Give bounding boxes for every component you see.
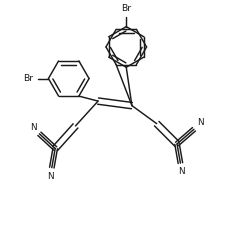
- Text: N: N: [30, 123, 37, 132]
- Text: N: N: [197, 118, 204, 128]
- Text: N: N: [178, 167, 185, 176]
- Text: Br: Br: [121, 4, 131, 13]
- Text: N: N: [47, 172, 54, 181]
- Text: Br: Br: [23, 74, 34, 83]
